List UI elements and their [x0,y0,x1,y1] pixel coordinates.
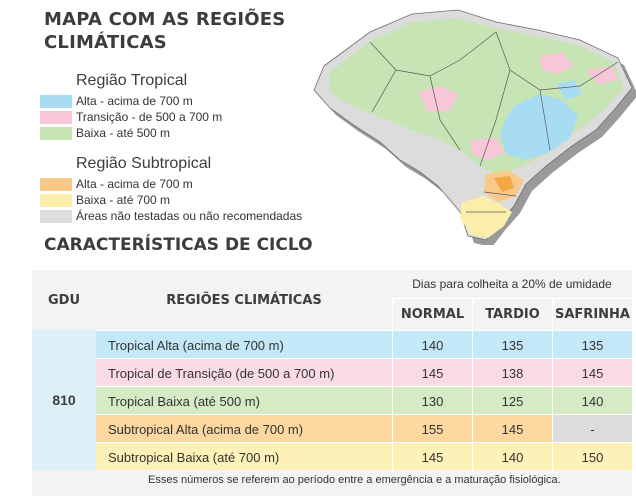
row-region: Tropical de Transição (de 500 a 700 m) [108,365,335,381]
map-region-pink-3 [470,138,506,160]
swatch-green [40,126,72,140]
header-tardio: TARDIO [472,298,552,330]
legend-item-nao-testadas: Áreas não testadas ou não recomendadas [40,209,302,223]
brazil-climate-map [313,9,636,245]
gdu-value: 810 [32,330,96,470]
row-safrinha: 140 [552,387,632,415]
table-row: Subtropical Baixa (até 700 m) 145 140 15… [96,442,632,471]
row-tardio: 135 [472,331,552,359]
row-safrinha: - [552,415,632,443]
row-safrinha: 150 [552,443,632,471]
map-title-line2: CLIMÁTICAS [44,32,167,53]
map-region-blue-2 [556,80,582,100]
table-row: Subtropical Alta (acima de 700 m) 155 14… [96,414,632,443]
map-region-pink-2 [540,52,574,74]
legend-item-tropical-alta: Alta - acima de 700 m [40,94,193,108]
legend-subtropical-title: Região Subtropical [76,155,212,172]
row-normal: 130 [392,387,472,415]
row-safrinha: 145 [552,359,632,387]
legend-label: Áreas não testadas ou não recomendadas [76,209,303,223]
map-title-line1: MAPA COM AS REGIÕES [44,9,286,30]
legend-label: Baixa - até 700 m [76,193,171,207]
table-row: Tropical de Transição (de 500 a 700 m) 1… [96,358,632,387]
cycle-table: GDU REGIÕES CLIMÁTICAS Dias para colheit… [32,270,632,496]
table-row: Tropical Alta (acima de 700 m) 140 135 1… [96,330,632,359]
map-region-pink-1 [418,86,458,112]
section-title: CARACTERÍSTICAS DE CICLO [44,235,313,255]
row-normal: 140 [392,331,472,359]
swatch-orange [40,177,72,191]
legend-label: Alta - acima de 700 m [76,177,193,191]
map-state-borders [369,31,619,213]
table-row: Tropical Baixa (até 500 m) 130 125 140 [96,386,632,415]
row-tardio: 140 [472,443,552,471]
header-regions: REGIÕES CLIMÁTICAS [166,292,322,308]
map-region-blue [500,94,578,160]
row-tardio: 138 [472,359,552,387]
row-normal: 155 [392,415,472,443]
legend-item-subtropical-alta: Alta - acima de 700 m [40,177,193,191]
header-days: Dias para colheita a 20% de umidade [412,277,612,291]
legend-label: Baixa - até 500 m [76,126,171,140]
row-tardio: 125 [472,387,552,415]
legend-label: Transição - de 500 a 700 m [76,110,223,124]
header-safrinha: SAFRINHA [552,298,632,330]
row-normal: 145 [392,359,472,387]
legend-item-tropical-baixa: Baixa - até 500 m [40,126,170,140]
swatch-yellow [40,193,72,207]
row-normal: 145 [392,443,472,471]
legend-item-tropical-transicao: Transição - de 500 a 700 m [40,110,222,124]
swatch-gray [40,209,72,223]
map-region-pink-4 [586,66,618,84]
row-region: Tropical Alta (acima de 700 m) [108,337,284,353]
legend-tropical-title: Região Tropical [76,72,188,89]
row-region: Subtropical Alta (acima de 700 m) [108,421,304,437]
header-gdu: GDU [47,292,81,308]
row-tardio: 145 [472,415,552,443]
map-region-orange-2 [494,176,514,192]
swatch-pink [40,110,72,124]
row-region: Tropical Baixa (até 500 m) [108,393,260,409]
swatch-blue [40,94,72,108]
legend-label: Alta - acima de 700 m [76,94,193,108]
map-region-yellow [460,196,512,238]
row-region: Subtropical Baixa (até 700 m) [108,449,280,465]
legend-item-subtropical-baixa: Baixa - até 700 m [40,193,170,207]
footnote: Esses números se referem ao período entr… [148,474,561,486]
map-title: MAPA COM AS REGIÕES CLIMÁTICAS [44,8,285,54]
header-normal: NORMAL [392,298,472,330]
row-safrinha: 135 [552,331,632,359]
